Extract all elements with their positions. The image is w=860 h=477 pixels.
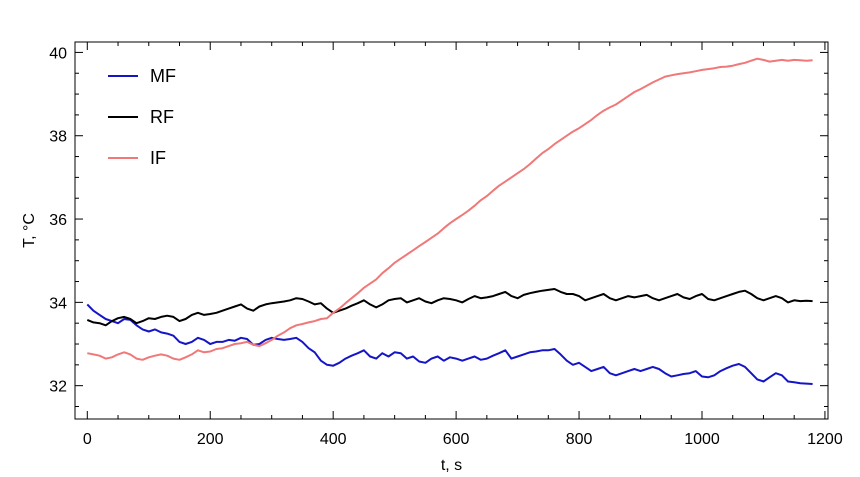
series-line-if bbox=[87, 57, 813, 361]
y-tick-label: 36 bbox=[49, 212, 67, 229]
series-line-rf bbox=[86, 288, 813, 327]
y-tick-label: 34 bbox=[49, 295, 67, 312]
x-tick-label: 800 bbox=[566, 431, 593, 448]
x-tick-label: 1200 bbox=[807, 431, 843, 448]
x-tick-label: 0 bbox=[83, 431, 92, 448]
y-axis: 32 34 36 38 40 bbox=[49, 45, 828, 396]
y-axis-title: T, °C bbox=[21, 213, 38, 248]
minor-ticks bbox=[75, 42, 828, 419]
series-layer bbox=[86, 57, 813, 385]
x-axis-title: t, s bbox=[441, 457, 462, 474]
y-tick-label: 32 bbox=[49, 379, 67, 396]
plot-frame bbox=[74, 41, 829, 420]
legend-label-rf: RF bbox=[150, 107, 174, 127]
legend-label-mf: MF bbox=[150, 66, 176, 86]
x-tick-label: 200 bbox=[197, 431, 224, 448]
legend: MF RF IF bbox=[108, 66, 176, 168]
x-tick-label: 600 bbox=[443, 431, 470, 448]
x-axis: 0 200 400 600 800 1000 1200 bbox=[83, 42, 843, 448]
x-tick-label: 400 bbox=[320, 431, 347, 448]
series-line-mf bbox=[86, 303, 813, 385]
y-tick-label: 40 bbox=[49, 45, 67, 62]
x-tick-label: 1000 bbox=[684, 431, 720, 448]
y-tick-label: 38 bbox=[49, 129, 67, 146]
legend-label-if: IF bbox=[150, 148, 166, 168]
